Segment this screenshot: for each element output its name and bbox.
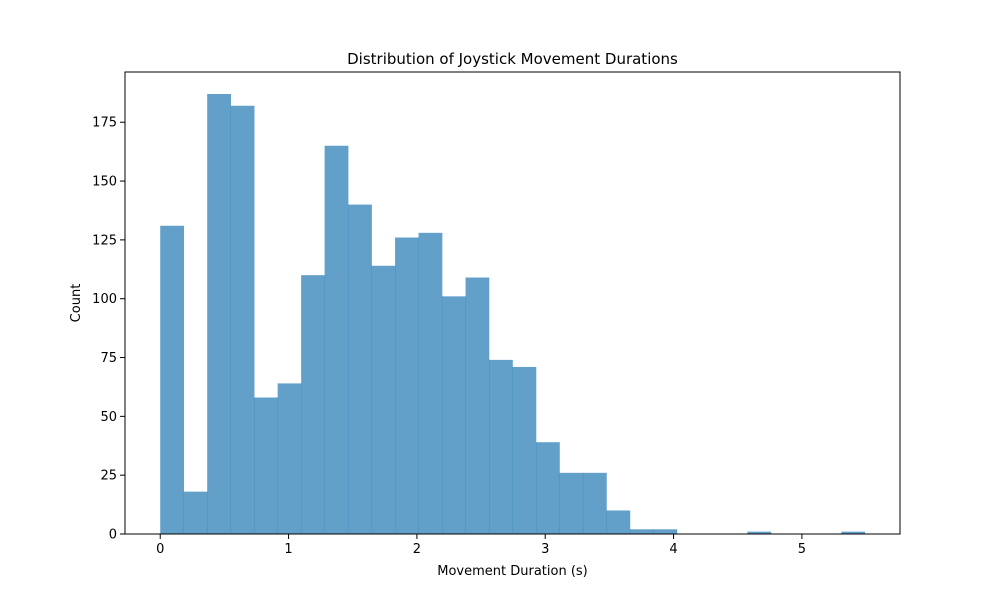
- y-tick-label: 25: [100, 469, 117, 484]
- histogram-bar: [160, 225, 185, 534]
- x-tick-label: 2: [413, 542, 421, 557]
- y-tick-label: 125: [92, 233, 117, 248]
- plot-area-frame: [124, 71, 901, 535]
- histogram-bar: [606, 510, 631, 534]
- histogram-bar: [442, 296, 466, 534]
- histogram-bar: [371, 265, 396, 534]
- y-tick-label: 75: [100, 351, 117, 366]
- y-tick-label: 100: [92, 292, 117, 307]
- x-tick-label: 3: [541, 542, 549, 557]
- histogram-bar: [841, 531, 866, 534]
- histogram-bar: [183, 491, 208, 534]
- bars-group: [160, 94, 866, 534]
- y-tick-label: 150: [92, 175, 117, 190]
- chart-title: Distribution of Joystick Movement Durati…: [347, 50, 678, 68]
- histogram-bar: [582, 472, 607, 534]
- x-tick-label: 4: [669, 542, 677, 557]
- histogram-bar: [230, 105, 255, 534]
- histogram-bar: [418, 232, 443, 534]
- histogram-bar: [207, 94, 231, 534]
- y-tick-label: 50: [100, 410, 117, 425]
- y-tick-label: 175: [92, 116, 117, 131]
- histogram-bar: [535, 442, 560, 534]
- histogram-bar: [395, 237, 419, 534]
- x-axis-ticks: 0 1 2 3 4 5: [156, 534, 806, 557]
- x-tick-label: 1: [284, 542, 292, 557]
- y-axis-label: Count: [69, 284, 84, 323]
- histogram-bar: [348, 204, 372, 534]
- histogram-bar: [254, 397, 278, 534]
- y-tick-label: 0: [109, 528, 117, 543]
- histogram-bar: [465, 277, 490, 534]
- x-tick-label: 5: [798, 542, 806, 557]
- histogram-bar: [301, 275, 325, 534]
- histogram-bar: [653, 529, 678, 534]
- histogram-bar: [489, 359, 513, 534]
- histogram-bar: [747, 531, 772, 534]
- y-axis-ticks: 0 25 50 75 100 125 150 175: [92, 116, 125, 543]
- histogram-bar: [512, 366, 537, 534]
- histogram-bar: [559, 472, 584, 534]
- histogram-bar: [324, 145, 349, 534]
- histogram-bar: [629, 529, 654, 534]
- x-axis-label: Movement Duration (s): [437, 564, 588, 579]
- x-tick-label: 0: [156, 542, 164, 557]
- histogram-bar: [277, 383, 302, 534]
